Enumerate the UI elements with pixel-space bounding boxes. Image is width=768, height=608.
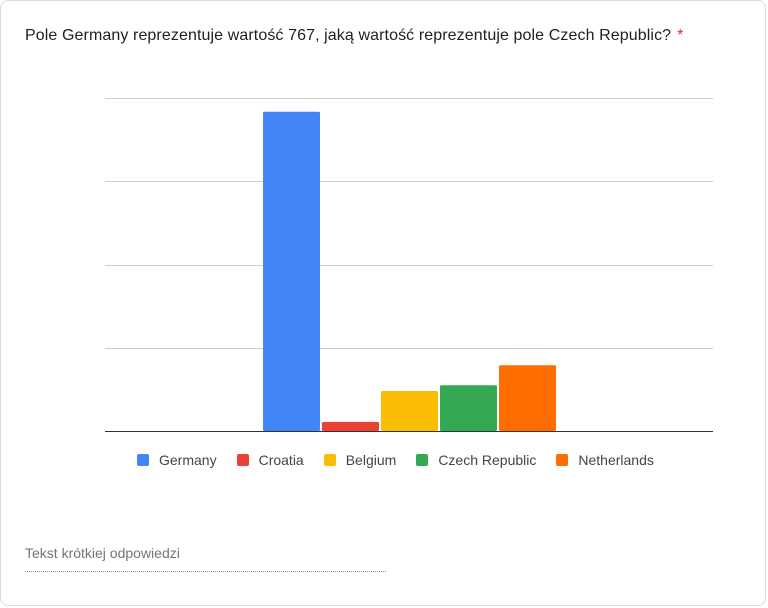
legend-item: Belgium <box>323 452 397 468</box>
bar-czech-republic <box>440 385 497 431</box>
legend-label: Netherlands <box>578 452 654 468</box>
legend-item: Czech Republic <box>416 452 536 468</box>
bar-germany <box>263 111 320 431</box>
legend-swatch <box>323 454 336 466</box>
required-asterisk: * <box>677 27 684 44</box>
legend-label: Czech Republic <box>438 452 537 468</box>
chart-legend: Germany Croatia Belgium Czech Republic Nethe… <box>137 452 674 468</box>
legend-swatch <box>416 454 429 466</box>
legend-item: Germany <box>137 452 217 468</box>
legend-swatch <box>556 454 569 466</box>
legend-label: Germany <box>159 452 217 468</box>
bar-belgium <box>381 391 438 431</box>
bar-netherlands <box>499 365 556 431</box>
legend-swatch <box>137 454 149 466</box>
question-title: Pole Germany reprezentuje wartość 767, j… <box>25 27 684 45</box>
bar-chart <box>105 98 713 432</box>
short-answer-field[interactable] <box>25 545 386 572</box>
legend-item: Netherlands <box>556 452 654 468</box>
legend-label: Belgium <box>345 452 397 468</box>
legend-item: Croatia <box>236 452 304 468</box>
short-answer-input[interactable] <box>25 545 386 561</box>
bar-croatia <box>322 421 379 431</box>
legend-label: Croatia <box>258 452 304 468</box>
legend-swatch <box>236 454 249 466</box>
question-text: Pole Germany reprezentuje wartość 767, j… <box>25 27 672 44</box>
